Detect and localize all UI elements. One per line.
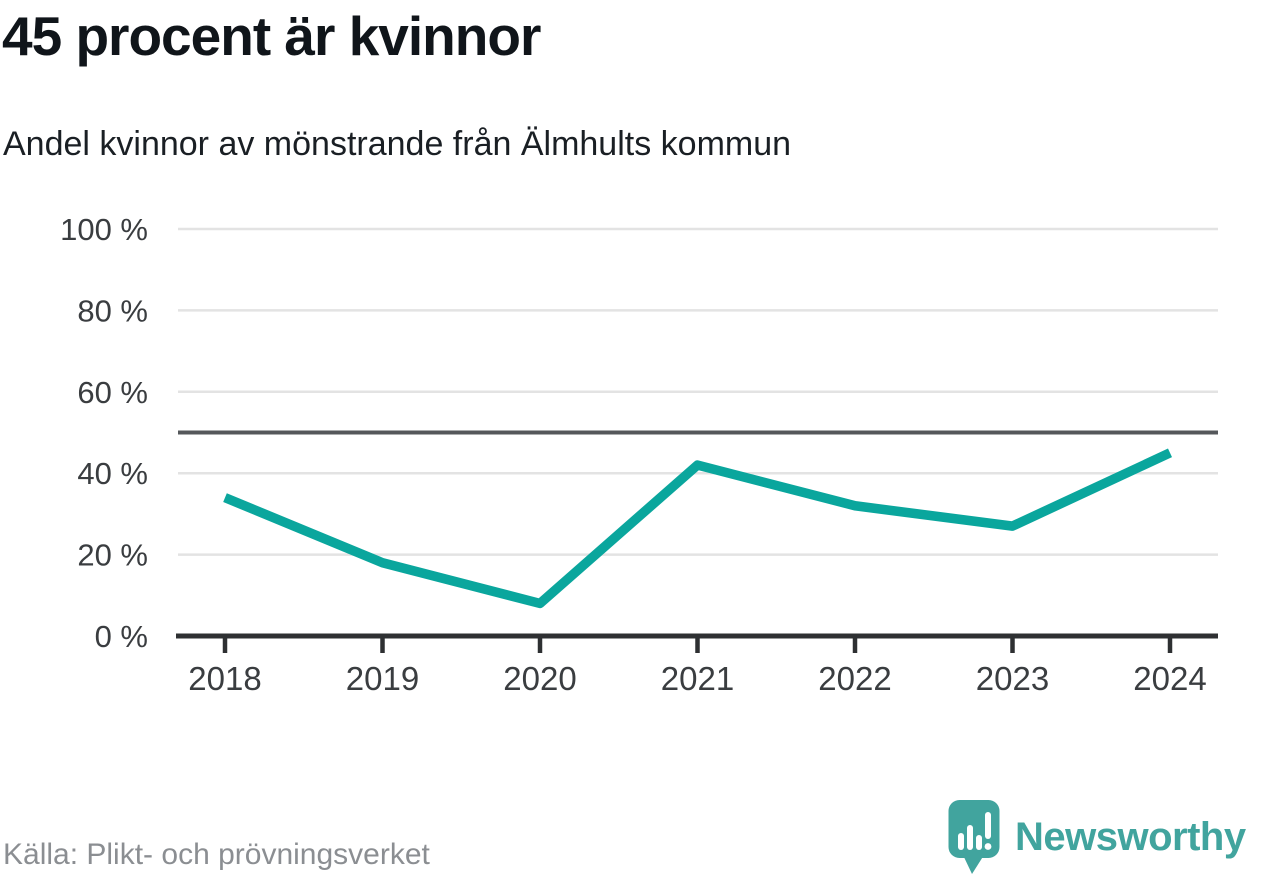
x-tick-label-2019: 2019 (346, 660, 419, 697)
newsworthy-logo: Newsworthy (948, 797, 1246, 877)
data-line-andel-kvinnor (223, 448, 1173, 609)
x-tick-label-2024: 2024 (1133, 660, 1206, 697)
y-tick-label-60: 60 % (77, 375, 148, 410)
logo-bubble-tail (963, 855, 984, 874)
x-tick-label-2021: 2021 (661, 660, 734, 697)
logo-bubble (948, 800, 1000, 858)
chart-subtitle: Andel kvinnor av mönstrande från Älmhult… (3, 125, 792, 163)
newsworthy-logo-text: Newsworthy (1015, 814, 1246, 859)
x-tick-label-2020: 2020 (503, 660, 576, 697)
newsworthy-logo-icon (948, 800, 1000, 874)
x-tick-label-2023: 2023 (976, 660, 1049, 697)
y-tick-label-0: 0 % (95, 619, 148, 654)
logo-exclamation-dot (984, 843, 992, 850)
chart-title: 45 procent är kvinnor (2, 5, 541, 67)
x-tick-label-2018: 2018 (188, 660, 261, 697)
y-tick-label-80: 80 % (77, 293, 148, 328)
y-tick-label-40: 40 % (77, 456, 148, 491)
source-note: Källa: Plikt- och prövningsverket (3, 838, 430, 871)
x-tick-label-2022: 2022 (818, 660, 891, 697)
y-tick-label-100: 100 % (60, 212, 148, 247)
y-tick-label-20: 20 % (77, 538, 148, 573)
